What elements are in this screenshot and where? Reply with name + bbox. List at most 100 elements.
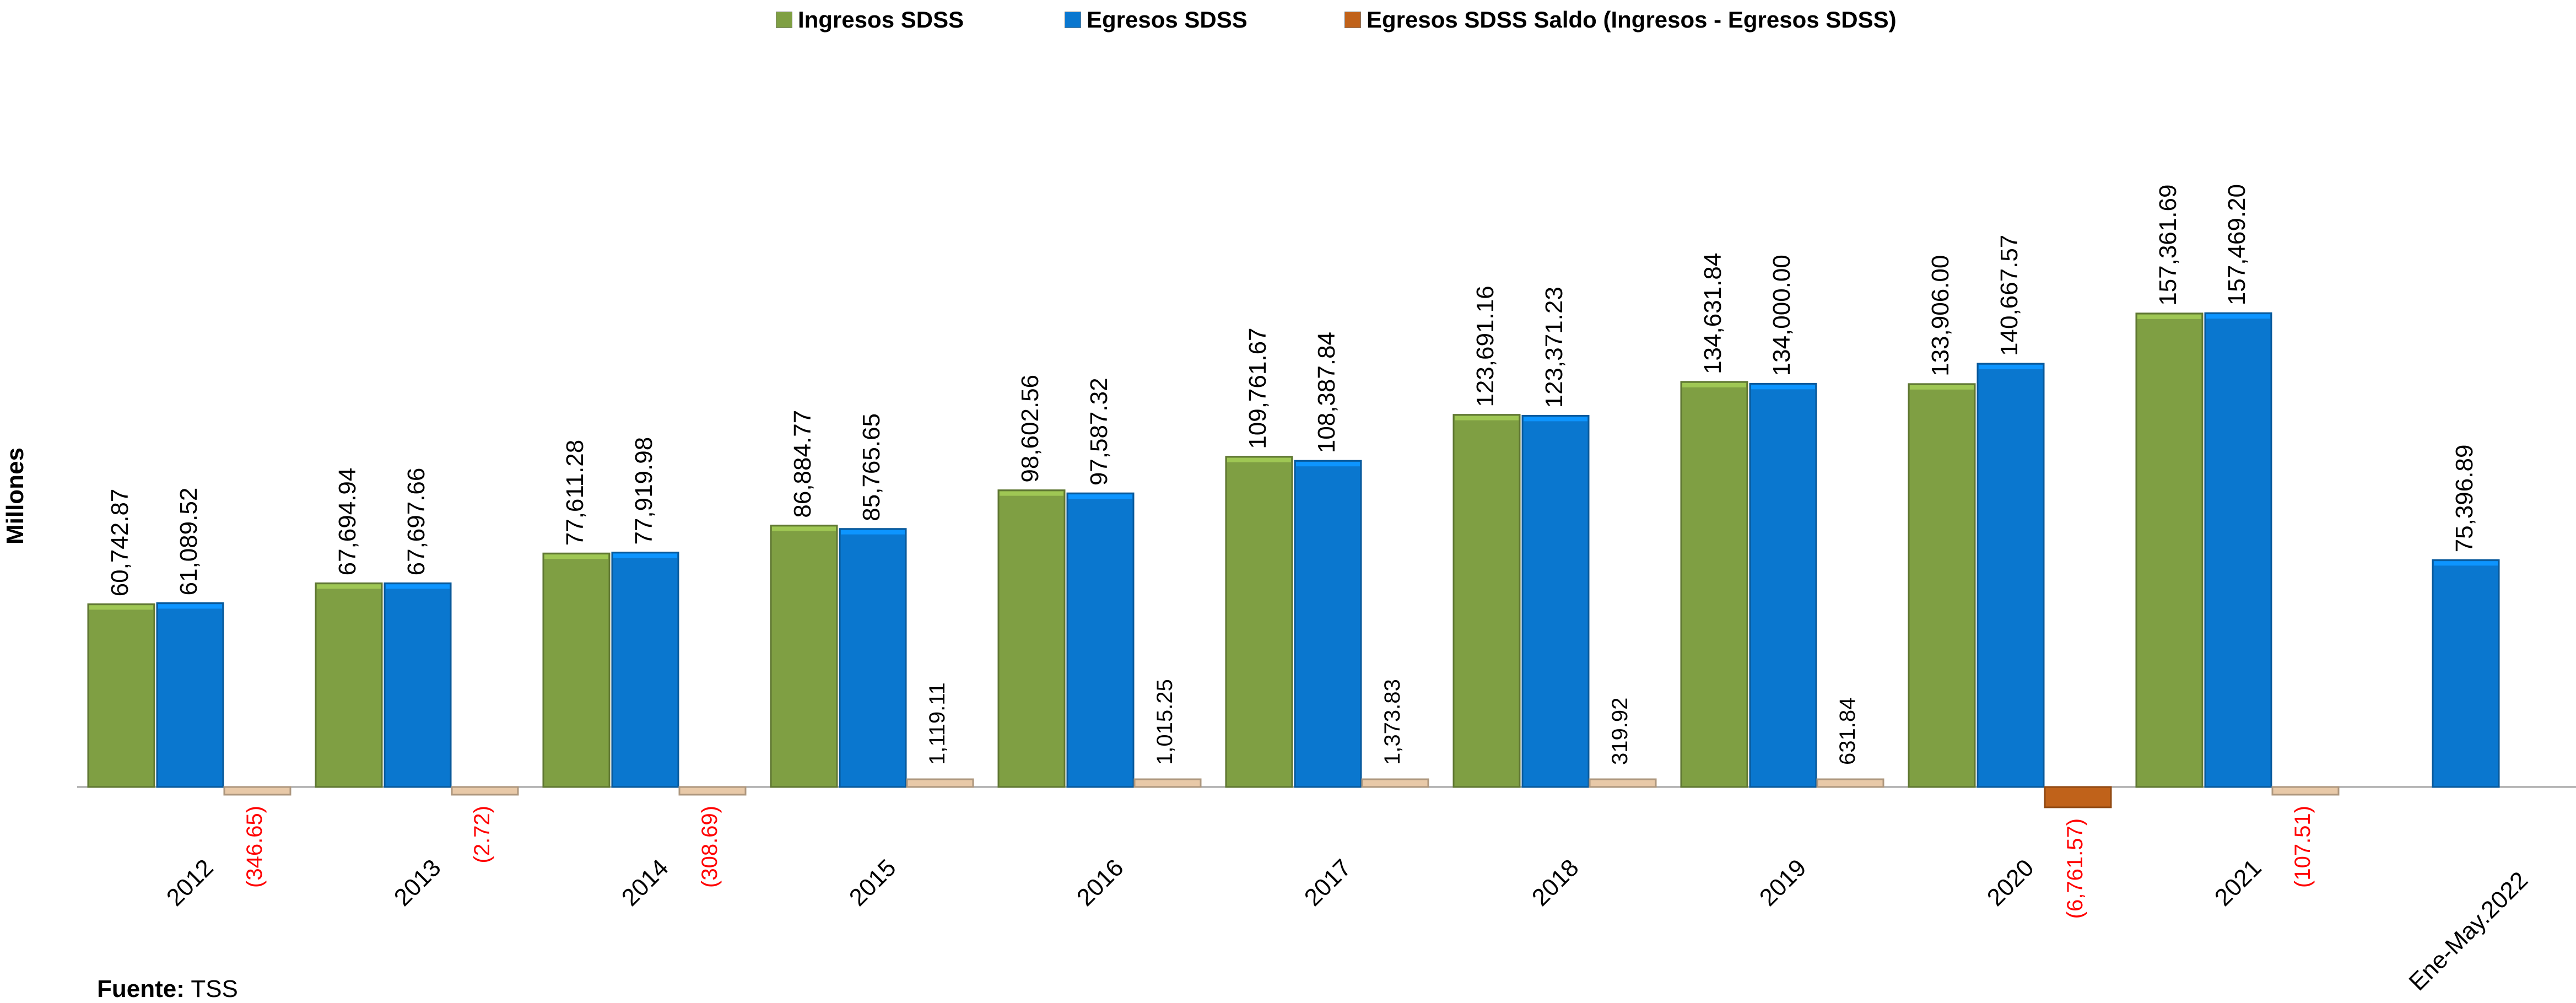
bar-saldo-2018 bbox=[1589, 778, 1657, 788]
value-label-ingresos-2013: 67,694.94 bbox=[334, 468, 361, 576]
source-label: Fuente: bbox=[97, 975, 185, 1002]
bar-egresos-2019 bbox=[1749, 382, 1817, 788]
legend-swatch-ingresos bbox=[776, 12, 792, 28]
value-label-egresos-2018: 123,371.23 bbox=[1541, 287, 1568, 408]
value-label-saldo-2012: (346.65) bbox=[242, 806, 267, 888]
legend-swatch-saldo bbox=[1344, 12, 1361, 28]
bar-egresos-2014 bbox=[611, 552, 679, 788]
legend: Ingresos SDSS Egresos SDSS Egresos SDSS … bbox=[0, 7, 2576, 40]
bar-egresos-2016 bbox=[1066, 492, 1135, 788]
bar-ingresos-2017 bbox=[1225, 456, 1293, 788]
value-label-saldo-2016: 1,015.25 bbox=[1153, 679, 1177, 765]
value-label-saldo-2019: 631.84 bbox=[1835, 698, 1860, 765]
bar-ingresos-2019 bbox=[1680, 381, 1748, 788]
bar-highlight-egresos-2013 bbox=[386, 584, 450, 589]
bar-egresos-2013 bbox=[384, 582, 452, 788]
value-label-ingresos-2014: 77,611.28 bbox=[561, 440, 588, 546]
bar-highlight-egresos-2016 bbox=[1068, 494, 1132, 499]
bar-saldo-2016 bbox=[1133, 778, 1202, 788]
value-label-egresos-2021: 157,469.20 bbox=[2223, 184, 2250, 305]
value-label-ingresos-2018: 123,691.16 bbox=[1472, 285, 1499, 407]
category-label-2012: 2012 bbox=[161, 854, 219, 912]
value-label-ingresos-2017: 109,761.67 bbox=[1244, 327, 1271, 449]
bar-ingresos-2018 bbox=[1452, 414, 1521, 788]
bar-ingresos-2012 bbox=[87, 603, 155, 788]
value-label-saldo-2018: 319.92 bbox=[1608, 698, 1632, 765]
bar-highlight-egresos-2017 bbox=[1296, 462, 1360, 467]
bar-saldo-2012 bbox=[223, 786, 291, 796]
category-label-2016: 2016 bbox=[1072, 854, 1129, 912]
bar-saldo-2019 bbox=[1816, 778, 1884, 788]
bar-egresos-ene-may-2022 bbox=[2432, 559, 2500, 788]
bar-ingresos-2014 bbox=[542, 552, 611, 788]
source-value: TSS bbox=[191, 975, 238, 1002]
bar-highlight-ingresos-2016 bbox=[1000, 491, 1063, 496]
value-label-ingresos-2021: 157,361.69 bbox=[2154, 185, 2181, 306]
bar-highlight-ingresos-2012 bbox=[89, 605, 153, 610]
value-label-saldo-2020: (6,761.57) bbox=[2063, 818, 2087, 919]
value-label-saldo-2013: (2.72) bbox=[470, 806, 494, 864]
bar-highlight-egresos-2012 bbox=[158, 604, 222, 609]
bar-highlight-ingresos-2019 bbox=[1682, 382, 1746, 387]
source-note: Fuente: TSS bbox=[97, 975, 238, 1003]
value-label-egresos-2015: 85,765.65 bbox=[858, 413, 885, 521]
value-label-saldo-2015: 1,119.11 bbox=[925, 682, 949, 765]
value-label-egresos-2012: 61,089.52 bbox=[175, 488, 202, 596]
bar-saldo-2013 bbox=[451, 786, 519, 796]
bar-highlight-egresos-ene-may-2022 bbox=[2434, 561, 2498, 566]
bar-highlight-ingresos-2020 bbox=[1910, 385, 1974, 390]
bar-highlight-ingresos-2018 bbox=[1455, 416, 1519, 420]
value-label-ingresos-2019: 134,631.84 bbox=[1699, 253, 1726, 374]
bar-highlight-egresos-2018 bbox=[1524, 417, 1587, 422]
category-label-ene-may-2022: Ene-May.2022 bbox=[2404, 866, 2533, 996]
bar-saldo-2015 bbox=[906, 778, 974, 788]
legend-swatch-egresos bbox=[1065, 12, 1081, 28]
value-label-egresos-2016: 97,587.32 bbox=[1086, 378, 1113, 486]
bar-highlight-egresos-2014 bbox=[613, 553, 677, 558]
bar-saldo-2021 bbox=[2271, 786, 2340, 796]
bar-egresos-2021 bbox=[2204, 312, 2272, 788]
category-label-2019: 2019 bbox=[1754, 854, 1812, 912]
bar-egresos-2015 bbox=[839, 528, 907, 788]
legend-label-egresos: Egresos SDSS bbox=[1087, 7, 1248, 33]
bar-saldo-2014 bbox=[678, 786, 747, 796]
value-label-saldo-2014: (308.69) bbox=[698, 806, 722, 888]
bar-ingresos-2015 bbox=[770, 525, 838, 788]
value-label-egresos-2014: 77,919.98 bbox=[630, 437, 657, 545]
legend-item-ingresos: Ingresos SDSS bbox=[776, 7, 964, 33]
category-label-2018: 2018 bbox=[1527, 854, 1584, 912]
legend-item-saldo: Egresos SDSS Saldo (Ingresos - Egresos S… bbox=[1344, 7, 1897, 33]
bar-egresos-2020 bbox=[1976, 363, 2045, 788]
value-label-ingresos-2012: 60,742.87 bbox=[106, 489, 133, 597]
category-label-2013: 2013 bbox=[389, 854, 446, 912]
bar-saldo-2017 bbox=[1361, 778, 1429, 788]
bar-ingresos-2016 bbox=[997, 489, 1066, 788]
bar-egresos-2018 bbox=[1521, 414, 1590, 788]
bar-ingresos-2020 bbox=[1908, 383, 1976, 788]
bar-highlight-ingresos-2017 bbox=[1227, 457, 1291, 462]
category-label-2021: 2021 bbox=[2210, 854, 2267, 912]
category-label-2015: 2015 bbox=[844, 854, 901, 912]
bar-highlight-egresos-2015 bbox=[841, 530, 905, 535]
category-label-2017: 2017 bbox=[1299, 854, 1357, 912]
bar-highlight-ingresos-2014 bbox=[544, 554, 608, 559]
bar-highlight-egresos-2020 bbox=[1979, 364, 2043, 369]
bar-egresos-2012 bbox=[156, 602, 224, 788]
value-label-ingresos-2015: 86,884.77 bbox=[789, 410, 816, 518]
legend-label-saldo: Egresos SDSS Saldo (Ingresos - Egresos S… bbox=[1367, 7, 1897, 33]
value-label-egresos-2020: 140,667.57 bbox=[1996, 235, 2023, 356]
value-label-egresos-2019: 134,000.00 bbox=[1768, 255, 1795, 376]
value-label-saldo-2021: (107.51) bbox=[2291, 806, 2315, 888]
bar-saldo-2020 bbox=[2044, 786, 2112, 808]
category-label-2020: 2020 bbox=[1982, 854, 2039, 912]
value-label-saldo-2017: 1,373.83 bbox=[1380, 679, 1405, 765]
value-label-egresos-ene-may-2022: 75,396.89 bbox=[2451, 445, 2478, 553]
value-label-egresos-2013: 67,697.66 bbox=[403, 468, 430, 576]
bar-highlight-egresos-2021 bbox=[2206, 314, 2270, 319]
bar-highlight-ingresos-2015 bbox=[772, 526, 836, 531]
legend-item-egresos: Egresos SDSS bbox=[1065, 7, 1248, 33]
value-label-ingresos-2020: 133,906.00 bbox=[1927, 255, 1954, 376]
bar-egresos-2017 bbox=[1294, 460, 1362, 788]
